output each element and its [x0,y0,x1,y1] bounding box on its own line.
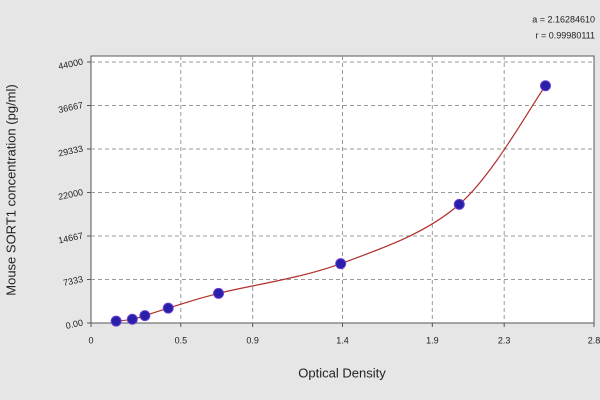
data-point [110,315,122,327]
annotation: a = 2.16284610 [532,14,595,24]
y-tick-label: 7333 [62,274,84,288]
annotation: r = 0.99980111 [536,30,595,40]
y-tick-label: 0.00 [65,317,84,330]
data-point [453,198,465,210]
y-axis-label: Mouse SORT1 concentration (pg/ml) [3,84,18,295]
data-point [126,313,138,325]
data-point [162,302,174,314]
x-axis-label: Optical Density [298,365,386,380]
x-tick-label: 1.4 [336,335,349,345]
x-tick-label: 0 [88,335,93,345]
x-tick-label: 1.9 [426,335,439,345]
data-point [335,258,347,270]
x-tick-label: 0.9 [246,335,259,345]
data-point [213,287,225,299]
x-tick-label: 0.5 [175,335,188,345]
x-tick-label: 2.3 [498,335,511,345]
x-tick-label: 2.8 [588,335,600,345]
data-point [139,310,151,322]
data-point [539,80,551,92]
